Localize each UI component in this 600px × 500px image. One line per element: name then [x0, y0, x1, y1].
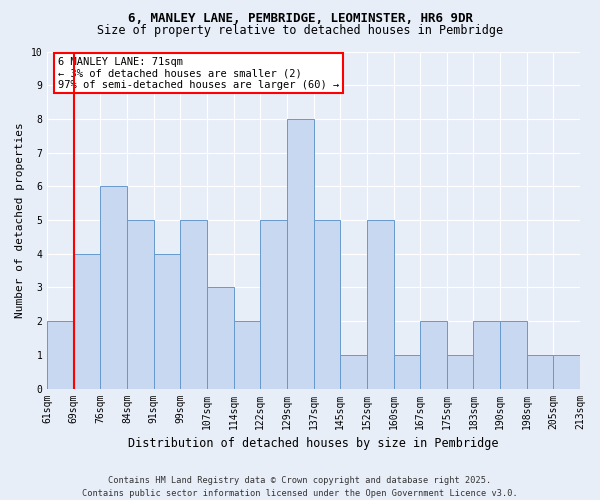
Bar	[260, 220, 287, 388]
Y-axis label: Number of detached properties: Number of detached properties	[15, 122, 25, 318]
Bar	[340, 355, 367, 388]
Bar	[473, 321, 500, 388]
Bar	[447, 355, 473, 388]
Text: Size of property relative to detached houses in Pembridge: Size of property relative to detached ho…	[97, 24, 503, 37]
Bar	[100, 186, 127, 388]
Text: Contains HM Land Registry data © Crown copyright and database right 2025.
Contai: Contains HM Land Registry data © Crown c…	[82, 476, 518, 498]
Bar	[181, 220, 207, 388]
Bar	[527, 355, 553, 388]
Bar	[420, 321, 447, 388]
Bar	[74, 254, 100, 388]
Bar	[154, 254, 181, 388]
Bar	[553, 355, 580, 388]
Bar	[500, 321, 527, 388]
Bar	[207, 288, 233, 388]
Bar	[233, 321, 260, 388]
Text: 6, MANLEY LANE, PEMBRIDGE, LEOMINSTER, HR6 9DR: 6, MANLEY LANE, PEMBRIDGE, LEOMINSTER, H…	[128, 12, 473, 26]
X-axis label: Distribution of detached houses by size in Pembridge: Distribution of detached houses by size …	[128, 437, 499, 450]
Text: 6 MANLEY LANE: 71sqm
← 3% of detached houses are smaller (2)
97% of semi-detache: 6 MANLEY LANE: 71sqm ← 3% of detached ho…	[58, 56, 339, 90]
Bar	[367, 220, 394, 388]
Bar	[394, 355, 420, 388]
Bar	[314, 220, 340, 388]
Bar	[127, 220, 154, 388]
Bar	[287, 119, 314, 388]
Bar	[47, 321, 74, 388]
